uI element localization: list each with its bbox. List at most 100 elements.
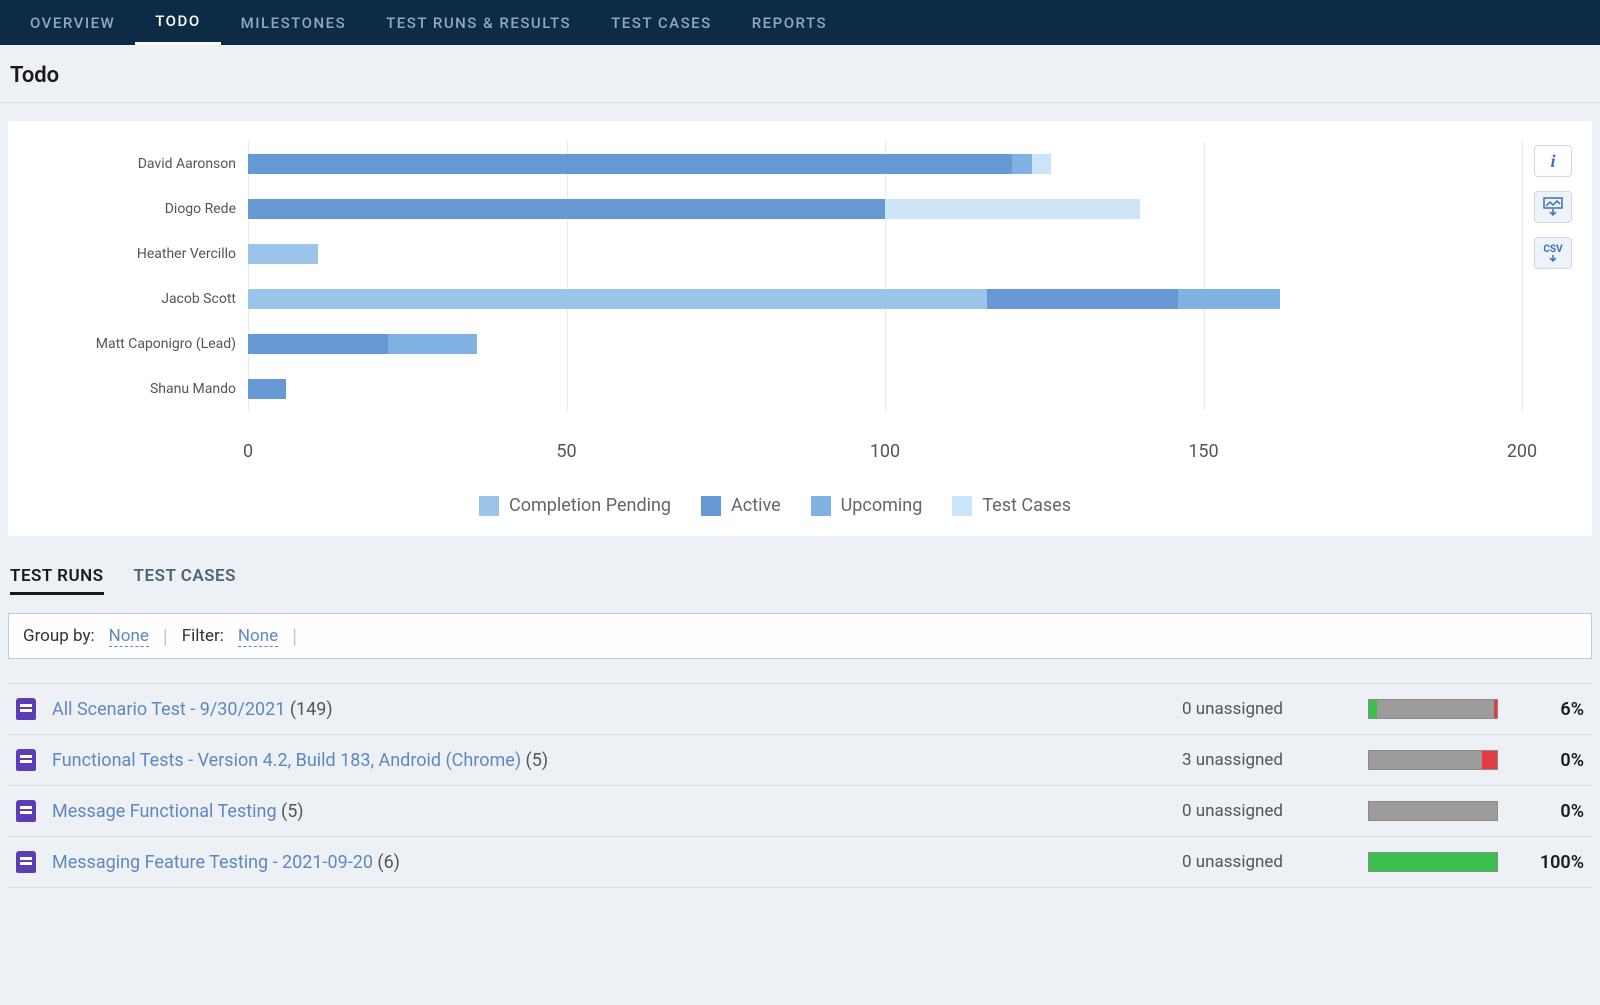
x-tick: 200 xyxy=(1507,441,1537,462)
test-run-link[interactable]: Messaging Feature Testing - 2021-09-20 (… xyxy=(52,852,1166,873)
filter-label: Filter: xyxy=(182,626,224,646)
bar-segment xyxy=(248,289,987,309)
sub-tab-test-runs[interactable]: TEST RUNS xyxy=(10,566,104,595)
bar-segment xyxy=(248,154,1012,174)
x-tick: 100 xyxy=(870,441,900,462)
bar-segment xyxy=(248,334,388,354)
x-tick: 50 xyxy=(556,441,576,462)
chart-row: Shanu Mando xyxy=(28,366,1522,411)
legend-item[interactable]: Test Cases xyxy=(952,495,1071,516)
legend-swatch xyxy=(811,496,831,516)
test-run-row: Message Functional Testing (5) 0 unassign… xyxy=(8,786,1592,837)
legend-label: Upcoming xyxy=(841,495,923,516)
test-run-link[interactable]: Functional Tests - Version 4.2, Build 18… xyxy=(52,750,1166,771)
clipboard-icon xyxy=(16,851,36,873)
chart-download-csv-button[interactable]: CSV xyxy=(1534,237,1572,269)
top-nav: OVERVIEWTODOMILESTONESTEST RUNS & RESULT… xyxy=(0,0,1600,45)
unassigned-count: 0 unassigned xyxy=(1182,852,1352,872)
legend-swatch xyxy=(479,496,499,516)
chart-row: Jacob Scott xyxy=(28,276,1522,321)
filter-bar: Group by: None | Filter: None | xyxy=(8,613,1592,659)
chart-row-bar[interactable] xyxy=(248,334,1522,354)
bar-segment xyxy=(1178,289,1280,309)
unassigned-count: 0 unassigned xyxy=(1182,801,1352,821)
legend-item[interactable]: Completion Pending xyxy=(479,495,671,516)
nav-item-milestones[interactable]: MILESTONES xyxy=(221,0,367,45)
page-title: Todo xyxy=(0,45,1600,102)
bar-segment xyxy=(1012,154,1031,174)
chart-area: David Aaronson Diogo Rede Heather Vercillo… xyxy=(28,141,1522,516)
test-run-link[interactable]: Message Functional Testing (5) xyxy=(52,801,1166,822)
progress-bar xyxy=(1368,699,1498,719)
chart-row-label: Matt Caponigro (Lead) xyxy=(28,336,248,352)
clipboard-icon xyxy=(16,749,36,771)
progress-percent: 100% xyxy=(1514,852,1584,873)
test-run-row: All Scenario Test - 9/30/2021 (149) 0 una… xyxy=(8,683,1592,735)
chart-row-label: David Aaronson xyxy=(28,156,248,172)
sub-tab-test-cases[interactable]: TEST CASES xyxy=(134,566,236,595)
nav-item-reports[interactable]: REPORTS xyxy=(732,0,847,45)
chart-card: David Aaronson Diogo Rede Heather Vercillo… xyxy=(8,121,1592,536)
filter-value[interactable]: None xyxy=(238,626,278,647)
legend-item[interactable]: Active xyxy=(701,495,781,516)
bar-segment xyxy=(248,199,885,219)
legend-swatch xyxy=(952,496,972,516)
group-by-value[interactable]: None xyxy=(109,626,149,647)
bar-segment xyxy=(987,289,1178,309)
nav-item-test-runs-results[interactable]: TEST RUNS & RESULTS xyxy=(366,0,591,45)
nav-item-todo[interactable]: TODO xyxy=(135,0,220,45)
chart-info-button[interactable]: i xyxy=(1534,145,1572,177)
legend-label: Test Cases xyxy=(982,495,1071,516)
chart-row: Diogo Rede xyxy=(28,186,1522,231)
chart-row-label: Shanu Mando xyxy=(28,381,248,397)
progress-percent: 0% xyxy=(1514,801,1584,822)
chart-row-label: Diogo Rede xyxy=(28,201,248,217)
progress-segment xyxy=(1369,853,1497,871)
chart-row: Heather Vercillo xyxy=(28,231,1522,276)
download-icon xyxy=(1548,209,1558,217)
unassigned-count: 0 unassigned xyxy=(1182,699,1352,719)
csv-label: CSV xyxy=(1543,244,1562,255)
test-run-count: (6) xyxy=(377,852,400,873)
x-tick: 150 xyxy=(1188,441,1218,462)
sub-tabs: TEST RUNS TEST CASES xyxy=(0,536,1600,595)
test-run-count: (5) xyxy=(526,750,549,771)
legend-label: Completion Pending xyxy=(509,495,671,516)
nav-item-test-cases[interactable]: TEST CASES xyxy=(591,0,732,45)
group-by-label: Group by: xyxy=(23,626,95,646)
bar-segment xyxy=(248,244,318,264)
chart-rows: David Aaronson Diogo Rede Heather Vercillo… xyxy=(28,141,1522,411)
test-run-count: (149) xyxy=(290,699,333,720)
chart-row-bar[interactable] xyxy=(248,289,1522,309)
chart-row-label: Heather Vercillo xyxy=(28,246,248,262)
chart-row-bar[interactable] xyxy=(248,154,1522,174)
bar-segment xyxy=(248,379,286,399)
progress-segment xyxy=(1369,751,1482,769)
progress-segment xyxy=(1482,751,1497,769)
progress-segment xyxy=(1369,700,1377,718)
filter-separator: | xyxy=(163,624,168,648)
test-runs-list: All Scenario Test - 9/30/2021 (149) 0 una… xyxy=(8,683,1592,888)
chart-x-axis: 050100150200 xyxy=(248,441,1522,465)
test-run-link[interactable]: All Scenario Test - 9/30/2021 (149) xyxy=(52,699,1166,720)
progress-bar xyxy=(1368,801,1498,821)
clipboard-icon xyxy=(16,800,36,822)
legend-swatch xyxy=(701,496,721,516)
bar-segment xyxy=(885,199,1140,219)
image-icon xyxy=(1543,197,1563,209)
clipboard-icon xyxy=(16,698,36,720)
chart-row-bar[interactable] xyxy=(248,244,1522,264)
test-run-count: (5) xyxy=(281,801,304,822)
progress-segment xyxy=(1494,700,1497,718)
chart-row-bar[interactable] xyxy=(248,199,1522,219)
chart-row-bar[interactable] xyxy=(248,379,1522,399)
chart-row: Matt Caponigro (Lead) xyxy=(28,321,1522,366)
x-tick: 0 xyxy=(243,441,253,462)
chart-download-image-button[interactable] xyxy=(1534,191,1572,223)
progress-bar xyxy=(1368,750,1498,770)
nav-item-overview[interactable]: OVERVIEW xyxy=(10,0,135,45)
unassigned-count: 3 unassigned xyxy=(1182,750,1352,770)
legend-item[interactable]: Upcoming xyxy=(811,495,923,516)
filter-separator: | xyxy=(292,624,297,648)
progress-segment xyxy=(1377,700,1495,718)
